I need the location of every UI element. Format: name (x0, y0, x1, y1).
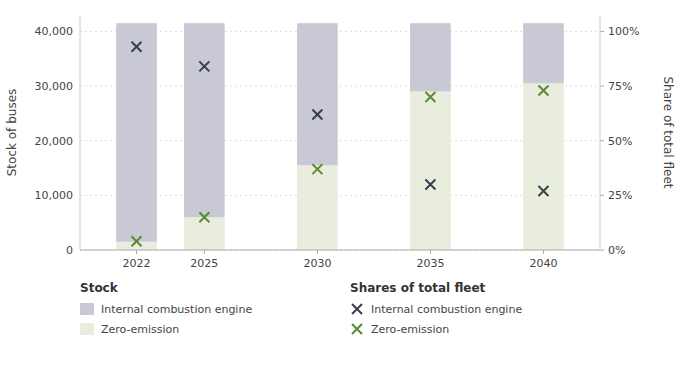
legend-label: Internal combustion engine (371, 303, 522, 316)
share-marker (199, 212, 209, 222)
marks (116, 23, 564, 250)
y-axis-line (80, 15, 81, 250)
legend: Stock Internal combustion engine Zero-emis… (80, 281, 522, 336)
bar (410, 92, 451, 250)
x-tick-label: 2025 (190, 257, 218, 270)
y2-tick-label: 25% (608, 189, 632, 202)
share-marker (312, 164, 322, 174)
share-marker (199, 61, 209, 71)
chart: 0 10,000 20,000 30,000 40,000 0% 25% 50% 75% 100%… (0, 0, 690, 390)
bar (410, 23, 451, 91)
y2-tick (600, 86, 604, 87)
y2-tick-label: 0% (608, 244, 625, 257)
grid (80, 31, 600, 250)
y-tick-label: 40,000 (35, 25, 74, 38)
legend-swatch (80, 303, 94, 315)
y2-axis-line (600, 15, 601, 250)
y2-tick (600, 250, 604, 251)
x-tick (430, 250, 431, 254)
y2-axis-label: Share of total fleet (661, 76, 675, 188)
legend-swatch (80, 323, 94, 335)
x-tick (543, 250, 544, 254)
y2-tick (600, 31, 604, 32)
bar (523, 23, 564, 83)
legend-label: Zero-emission (371, 323, 449, 336)
legend-marker (352, 324, 362, 334)
share-marker (312, 109, 322, 119)
y2-tick (600, 140, 604, 141)
bar (297, 165, 338, 250)
x-axis-line (80, 250, 600, 251)
y-tick-label: 30,000 (35, 80, 74, 93)
y2-tick (600, 195, 604, 196)
x-tick-label: 2035 (416, 257, 444, 270)
bar (116, 23, 157, 242)
share-marker (538, 186, 548, 196)
grid-line (80, 195, 600, 196)
grid-line (80, 86, 600, 87)
bar (523, 83, 564, 250)
share-marker (425, 92, 435, 102)
legend-label: Internal combustion engine (101, 303, 252, 316)
share-marker (132, 42, 142, 52)
bar (184, 23, 225, 217)
x-tick (317, 250, 318, 254)
share-marker (538, 85, 548, 95)
y2-tick-label: 100% (608, 25, 639, 38)
legend-label: Zero-emission (101, 323, 179, 336)
bar (116, 242, 157, 250)
x-tick-label: 2040 (529, 257, 557, 270)
y-axis-label: Stock of buses (5, 89, 19, 177)
x-tick-label: 2022 (123, 257, 151, 270)
grid-line (80, 140, 600, 141)
legend-title: Stock (80, 281, 119, 295)
bar (184, 217, 225, 250)
x-tick (136, 250, 137, 254)
share-marker (132, 236, 142, 246)
y2-tick-label: 50% (608, 135, 632, 148)
bar (297, 23, 338, 165)
x-tick-label: 2030 (303, 257, 331, 270)
legend-title: Shares of total fleet (350, 281, 486, 295)
y-tick-label: 10,000 (35, 189, 74, 202)
share-marker (425, 179, 435, 189)
y2-tick-label: 75% (608, 80, 632, 93)
grid-line (80, 250, 600, 251)
legend-marker (352, 304, 362, 314)
y-tick-label: 0 (66, 244, 73, 257)
grid-line (80, 31, 600, 32)
x-tick (204, 250, 205, 254)
y-tick-label: 20,000 (35, 135, 74, 148)
